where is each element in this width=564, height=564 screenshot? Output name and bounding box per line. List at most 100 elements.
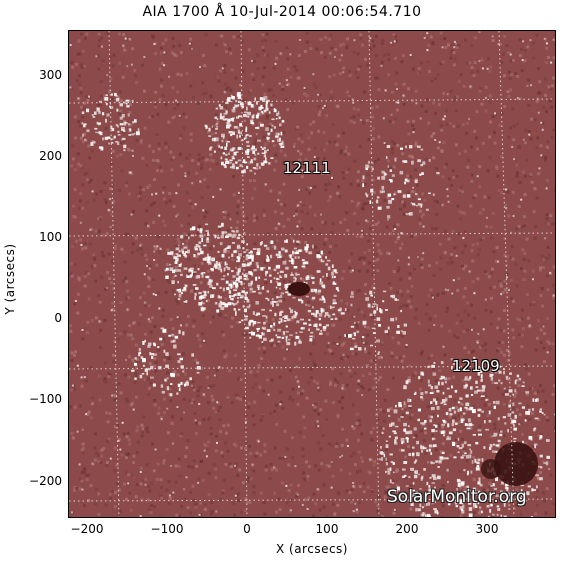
granulation-speck — [147, 508, 151, 512]
plage-speck — [293, 247, 297, 250]
granulation-speck — [427, 43, 431, 47]
granulation-speck — [173, 115, 176, 119]
plage-speck — [270, 103, 273, 107]
granulation-speck — [469, 204, 473, 208]
network-bright-point — [180, 324, 182, 327]
plage-speck — [172, 339, 176, 343]
granulation-speck — [250, 267, 254, 271]
granulation-speck — [471, 280, 475, 284]
plage-speck — [220, 306, 225, 310]
granulation-speck — [457, 421, 461, 425]
network-bright-point — [254, 153, 257, 156]
granulation-speck — [176, 72, 180, 76]
granulation-speck — [189, 490, 192, 494]
granulation-speck — [186, 439, 190, 443]
plage-speck — [285, 335, 288, 339]
plage-speck — [283, 320, 287, 322]
granulation-speck — [176, 301, 180, 305]
plage-speck — [377, 206, 382, 210]
granulation-speck — [427, 415, 431, 419]
plage-speck — [268, 137, 271, 139]
granulation-speck — [122, 482, 126, 486]
granulation-speck — [390, 139, 394, 143]
network-bright-point — [426, 32, 429, 35]
plage-speck — [251, 330, 253, 334]
plage-speck — [428, 444, 433, 448]
granulation-speck — [432, 274, 436, 277]
granulation-speck — [363, 202, 367, 206]
granulation-speck — [192, 400, 196, 404]
plage-speck — [207, 290, 210, 294]
plage-speck — [465, 402, 470, 407]
granulation-speck — [545, 46, 549, 50]
network-bright-point — [100, 45, 103, 48]
granulation-speck — [200, 196, 204, 199]
granulation-speck — [445, 123, 449, 127]
granulation-speck — [357, 170, 360, 174]
granulation-speck — [105, 232, 109, 236]
granulation-speck — [317, 412, 321, 416]
plage-speck — [181, 289, 184, 292]
plage-speck — [184, 284, 188, 288]
plage-speck — [420, 396, 423, 399]
granulation-speck — [321, 171, 325, 175]
granulation-speck — [203, 215, 207, 219]
network-bright-point — [275, 280, 278, 283]
granulation-speck — [99, 80, 103, 84]
plage-speck — [232, 131, 235, 135]
granulation-speck — [192, 388, 196, 392]
granulation-speck — [162, 459, 166, 463]
granulation-speck — [498, 280, 501, 283]
granulation-speck — [420, 32, 424, 36]
network-bright-point — [357, 321, 360, 324]
plage-speck — [434, 510, 438, 514]
plage-speck — [492, 483, 495, 487]
granulation-speck — [273, 344, 277, 348]
granulation-speck — [331, 123, 335, 126]
granulation-speck — [239, 378, 243, 382]
plage-speck — [231, 297, 234, 301]
plage-speck — [237, 297, 240, 299]
granulation-speck — [499, 61, 503, 65]
plage-speck — [395, 317, 398, 321]
granulation-speck — [391, 336, 395, 340]
plage-speck — [449, 436, 451, 440]
granulation-speck — [163, 358, 167, 362]
granulation-speck — [247, 161, 251, 165]
granulation-speck — [540, 254, 544, 258]
granulation-speck — [171, 289, 175, 293]
plage-speck — [340, 312, 345, 315]
plage-speck — [443, 420, 446, 423]
granulation-speck — [467, 350, 471, 354]
plage-speck — [107, 136, 111, 139]
plage-speck — [215, 265, 218, 269]
granulation-speck — [546, 256, 550, 260]
granulation-speck — [229, 88, 233, 92]
granulation-speck — [394, 240, 398, 244]
network-bright-point — [351, 98, 354, 101]
plage-speck — [332, 299, 336, 302]
network-bright-point — [397, 259, 400, 262]
plage-speck — [388, 199, 392, 204]
granulation-speck — [488, 156, 492, 160]
plage-speck — [256, 284, 260, 288]
plage-speck — [431, 497, 435, 501]
granulation-speck — [97, 54, 101, 58]
network-bright-point — [446, 93, 449, 96]
granulation-speck — [236, 220, 240, 224]
network-bright-point — [83, 376, 86, 379]
plage-speck — [417, 159, 421, 163]
granulation-speck — [84, 36, 87, 40]
plage-speck — [215, 123, 218, 126]
plage-speck — [531, 408, 535, 411]
granulation-speck — [108, 90, 112, 94]
network-bright-point — [506, 276, 508, 279]
granulation-speck — [462, 330, 466, 334]
granulation-speck — [414, 89, 418, 93]
plage-speck — [214, 137, 219, 142]
plage-speck — [251, 145, 255, 150]
plage-speck — [177, 269, 181, 272]
network-bright-point — [478, 414, 481, 417]
plage-speck — [127, 113, 130, 117]
plage-speck — [222, 287, 225, 292]
